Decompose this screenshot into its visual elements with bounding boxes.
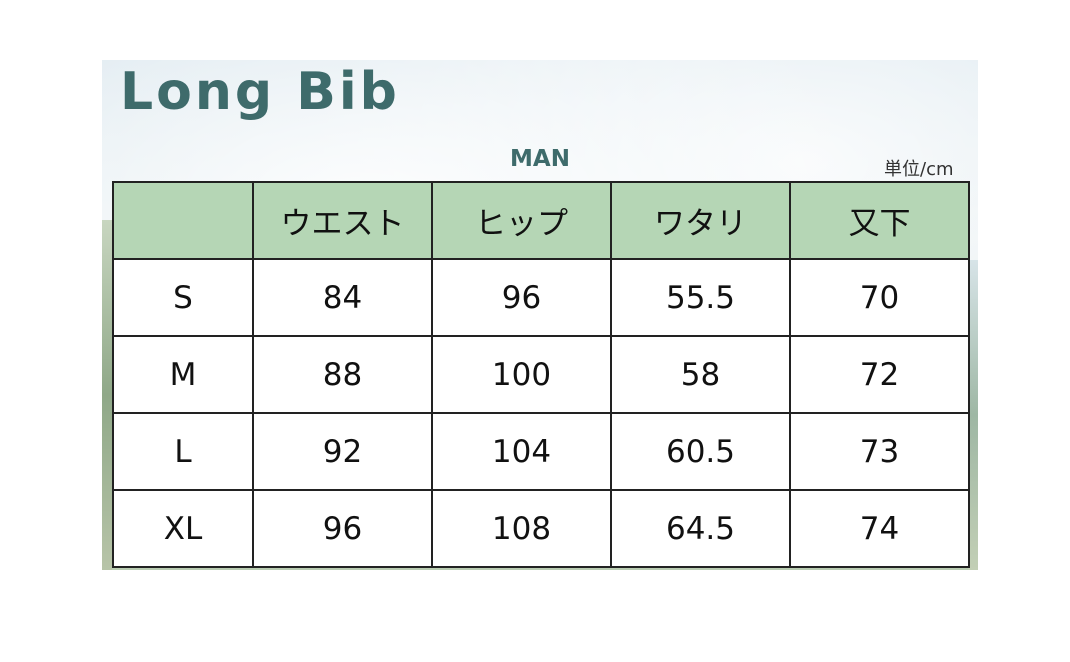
table-row: XL 96 108 64.5 74 <box>112 489 970 568</box>
unit-label: 単位/cm <box>884 159 954 180</box>
measurement-cell: 96 <box>252 489 433 568</box>
measurement-cell: 58 <box>610 335 791 414</box>
header-row: ウエスト ヒップ ワタリ 又下 <box>112 181 970 260</box>
size-label: S <box>112 258 254 337</box>
header-cell: 又下 <box>789 181 970 260</box>
header-cell: ヒップ <box>431 181 612 260</box>
header-cell <box>112 181 254 260</box>
table-row: L 92 104 60.5 73 <box>112 412 970 491</box>
product-title: Long Bib <box>120 62 400 122</box>
foliage-right <box>968 260 978 570</box>
measurement-cell: 73 <box>789 412 970 491</box>
measurement-cell: 60.5 <box>610 412 791 491</box>
measurement-cell: 100 <box>431 335 612 414</box>
measurement-cell: 104 <box>431 412 612 491</box>
size-label: XL <box>112 489 254 568</box>
size-label: L <box>112 412 254 491</box>
gender-label: MAN <box>510 146 570 172</box>
size-label: M <box>112 335 254 414</box>
size-table: ウエスト ヒップ ワタリ 又下 S 84 96 55.5 70 M 88 100 58 72 L 92… <box>112 181 970 568</box>
foliage-left <box>102 220 112 570</box>
table-row: M 88 100 58 72 <box>112 335 970 414</box>
measurement-cell: 108 <box>431 489 612 568</box>
measurement-cell: 55.5 <box>610 258 791 337</box>
measurement-cell: 96 <box>431 258 612 337</box>
header-cell: ワタリ <box>610 181 791 260</box>
measurement-cell: 64.5 <box>610 489 791 568</box>
measurement-cell: 72 <box>789 335 970 414</box>
table-row: S 84 96 55.5 70 <box>112 258 970 337</box>
measurement-cell: 92 <box>252 412 433 491</box>
header-cell: ウエスト <box>252 181 433 260</box>
measurement-cell: 70 <box>789 258 970 337</box>
measurement-cell: 88 <box>252 335 433 414</box>
measurement-cell: 84 <box>252 258 433 337</box>
measurement-cell: 74 <box>789 489 970 568</box>
